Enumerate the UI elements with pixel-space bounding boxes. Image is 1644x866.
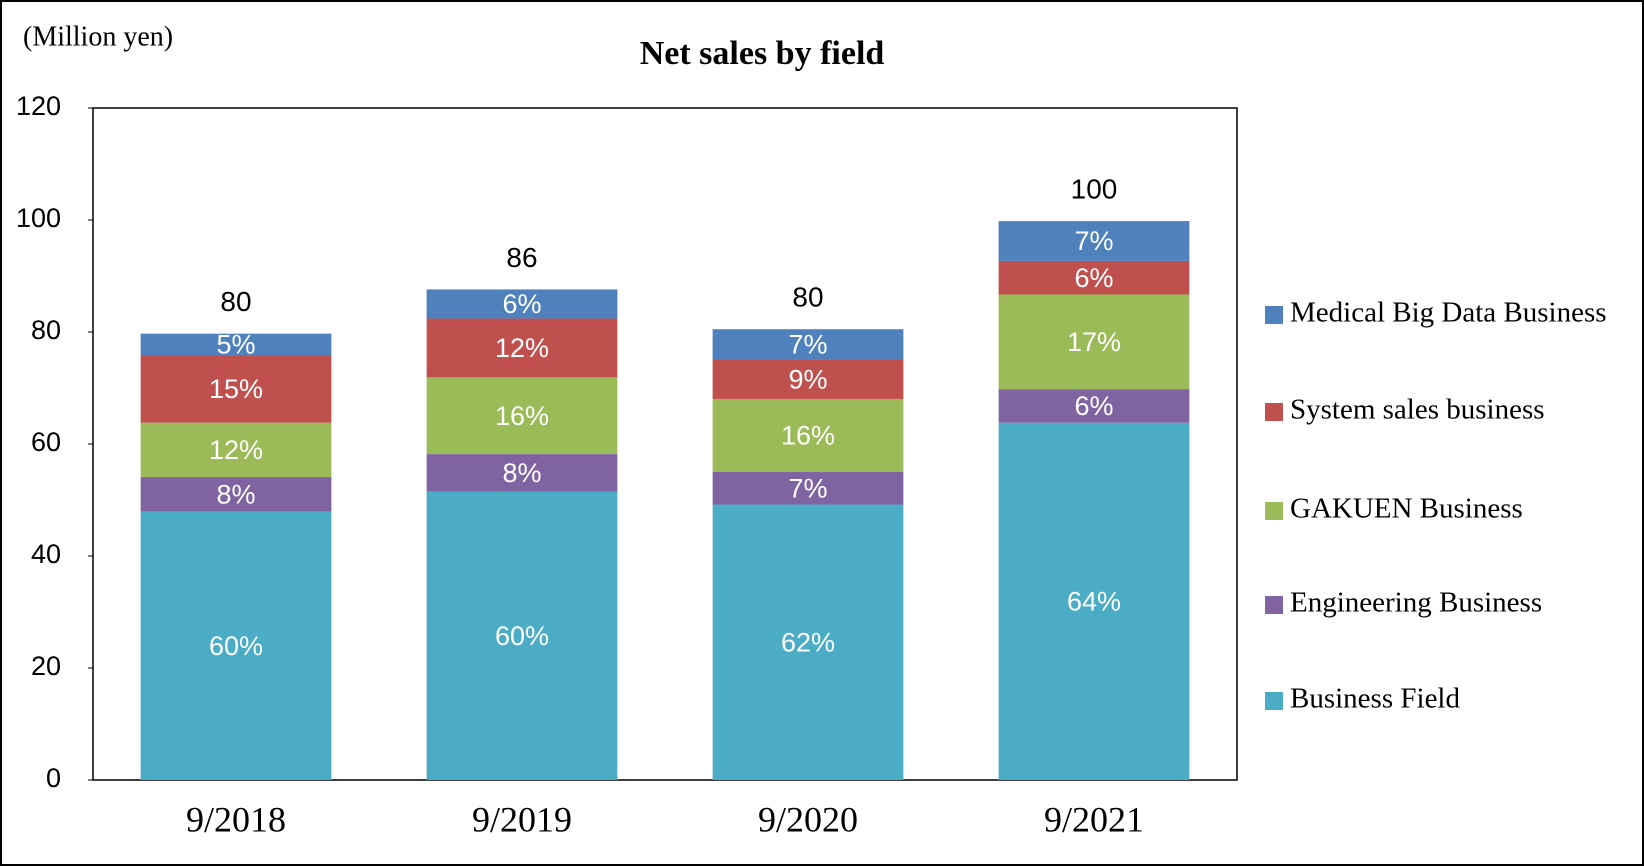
data-label: 7%	[1074, 226, 1113, 256]
legend-label: Medical Big Data Business	[1290, 297, 1607, 329]
data-label: 7%	[788, 473, 827, 503]
y-tick-label: 20	[31, 651, 61, 681]
x-tick-label: 9/2019	[472, 799, 572, 839]
legend-swatch	[1265, 596, 1283, 614]
y-tick-label: 80	[31, 315, 61, 345]
legend-swatch	[1265, 692, 1283, 710]
data-label: 17%	[1067, 327, 1121, 357]
bar-segment	[712, 504, 904, 780]
data-label: 12%	[495, 333, 549, 363]
data-label: 60%	[209, 631, 263, 661]
y-tick-label: 0	[46, 763, 61, 793]
data-label: 8%	[216, 480, 255, 510]
data-label: 6%	[1074, 263, 1113, 293]
data-label: 8%	[502, 458, 541, 488]
y-tick-label: 120	[16, 91, 61, 121]
bar-segment	[998, 294, 1190, 390]
data-label: 15%	[209, 374, 263, 404]
bar-segment	[998, 260, 1190, 295]
total-label: 80	[792, 282, 823, 313]
legend-swatch	[1265, 502, 1283, 520]
bar-segment	[140, 422, 332, 478]
bar-segment	[712, 329, 904, 360]
data-label: 16%	[781, 421, 835, 451]
legend-swatch	[1265, 403, 1283, 421]
bar-segment	[426, 289, 618, 319]
total-label: 80	[220, 286, 251, 317]
chart-title: Net sales by field	[640, 35, 885, 72]
legend-label: GAKUEN Business	[1290, 493, 1523, 525]
data-label: 7%	[788, 329, 827, 359]
bar-segment	[712, 472, 904, 505]
data-label: 64%	[1067, 586, 1121, 616]
x-tick-label: 9/2020	[758, 799, 858, 839]
bar-segment	[140, 477, 332, 512]
bar-segment	[140, 355, 332, 423]
bar-segment	[712, 399, 904, 472]
bar-segment	[998, 422, 1190, 780]
legend-label: System sales business	[1290, 394, 1545, 426]
bar-segment	[998, 389, 1190, 423]
bar-segment	[998, 221, 1190, 261]
x-tick-label: 9/2021	[1044, 799, 1144, 839]
data-label: 60%	[495, 621, 549, 651]
data-label: 16%	[495, 401, 549, 431]
y-tick-label: 40	[31, 539, 61, 569]
y-axis-label: (Million yen)	[23, 21, 173, 52]
bar-segment	[140, 333, 332, 356]
y-tick-label: 100	[16, 203, 61, 233]
bar-segment	[426, 318, 618, 378]
data-label: 9%	[788, 364, 827, 394]
bar-segment	[140, 511, 332, 780]
total-label: 86	[506, 242, 537, 273]
bar-segment	[426, 454, 618, 492]
data-label: 62%	[781, 627, 835, 657]
data-label: 6%	[502, 289, 541, 319]
x-tick-label: 9/2018	[186, 799, 286, 839]
y-tick-label: 60	[31, 427, 61, 457]
total-label: 100	[1071, 174, 1118, 205]
data-label: 12%	[209, 435, 263, 465]
bar-segment	[426, 377, 618, 455]
legend-label: Business Field	[1290, 683, 1460, 715]
legend-swatch	[1265, 306, 1283, 324]
bar-segment	[712, 359, 904, 400]
legend-label: Engineering Business	[1290, 587, 1542, 619]
data-label: 6%	[1074, 391, 1113, 421]
data-label: 5%	[216, 330, 255, 360]
bar-segment	[426, 491, 618, 780]
